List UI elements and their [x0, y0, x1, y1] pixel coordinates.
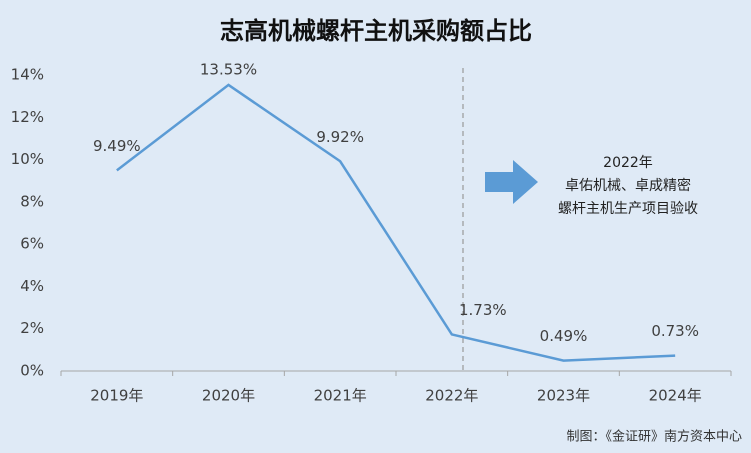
x-tick-label: 2024年 — [649, 387, 702, 405]
y-tick-label: 10% — [11, 150, 44, 168]
data-label: 1.73% — [459, 301, 507, 319]
y-tick-label: 4% — [20, 277, 44, 295]
arrow — [485, 160, 538, 204]
data-label: 0.49% — [540, 327, 588, 345]
annotation: 卓佑机械、卓成精密 — [565, 177, 691, 194]
source: 制图：《金证研》南方资本中心 — [566, 429, 742, 445]
annotation: 螺杆主机生产项目验收 — [558, 201, 698, 217]
annotation: 2022年 — [603, 155, 653, 171]
data-label: 9.92% — [316, 128, 364, 146]
y-tick-label: 12% — [11, 108, 44, 126]
x-tick-label: 2019年 — [90, 387, 143, 405]
y-tick-label: 2% — [20, 319, 44, 337]
chart-title: 志高机械螺杆主机采购额占比 — [220, 17, 532, 45]
x-tick-label: 2023年 — [537, 387, 590, 405]
y-tick-label: 14% — [11, 66, 44, 84]
x-tick-label: 2021年 — [314, 387, 367, 405]
data-label: 0.73% — [651, 322, 699, 340]
data-label: 13.53% — [200, 60, 257, 78]
data-label: 9.49% — [93, 137, 141, 155]
x-tick-label: 2020年 — [202, 387, 255, 405]
y-tick-label: 0% — [20, 362, 44, 380]
x-tick-label: 2022年 — [425, 387, 478, 405]
line-series — [116, 83, 676, 362]
y-tick-label: 6% — [20, 235, 44, 253]
y-tick-label: 8% — [20, 192, 44, 210]
